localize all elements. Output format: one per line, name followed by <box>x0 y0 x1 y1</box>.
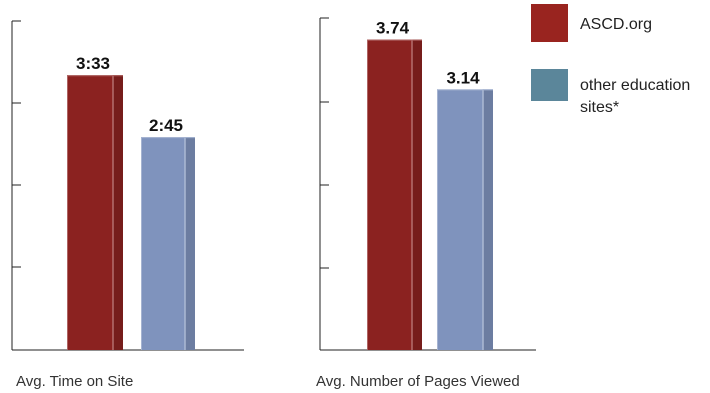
legend-label-other-line1: other education <box>580 77 690 94</box>
bar-side-panel <box>113 75 123 350</box>
x-axis-label: Avg. Time on Site <box>16 373 133 390</box>
legend-label-ascd: ASCD.org <box>580 16 652 33</box>
x-axis-label: Avg. Number of Pages Viewed <box>316 373 520 390</box>
chart-panel-2: 3.74 3.14 Avg. Number of Pages Viewed <box>316 17 536 390</box>
chart-panels: 3:33 2:45 Avg. Time on Site 3.74 3.14 Avg. Nu… <box>11 17 536 390</box>
bar-side-panel <box>483 89 493 350</box>
chart-panel-1: 3:33 2:45 Avg. Time on Site <box>11 20 244 390</box>
bar-value-label: 2:45 <box>149 116 183 135</box>
legend-swatch-ascd <box>531 4 568 42</box>
bar-side-panel <box>185 137 195 350</box>
bar-value-label: 3:33 <box>76 54 110 73</box>
bar-value-label: 3.74 <box>376 19 410 38</box>
legend-label-other-line2: sites* <box>580 99 619 116</box>
legend-swatch-other <box>531 69 568 101</box>
bar-value-label: 3.14 <box>446 68 480 87</box>
bar-side-panel <box>412 39 422 351</box>
legend: ASCD.org other education sites* <box>531 4 690 116</box>
